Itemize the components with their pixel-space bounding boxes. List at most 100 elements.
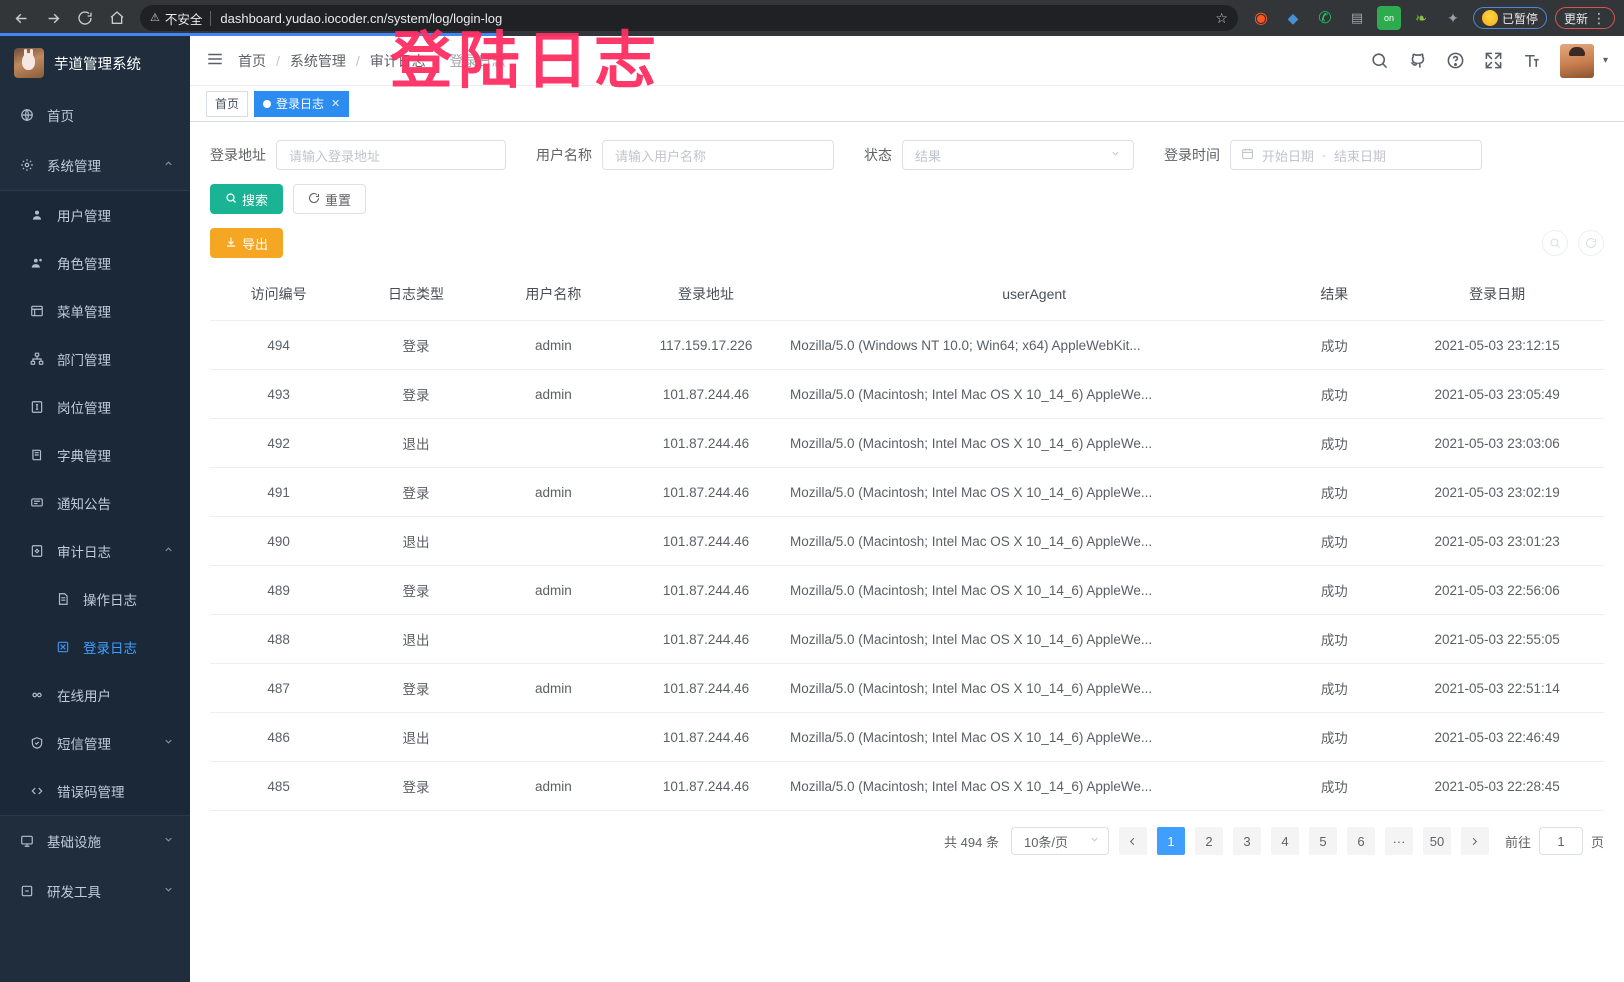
pagination-page-5[interactable]: 5 [1308, 827, 1337, 855]
reset-button[interactable]: 重置 [293, 184, 367, 214]
sidebar-item-label: 基础设施 [47, 835, 101, 850]
log-doc-icon [52, 592, 74, 606]
paused-status-pill[interactable]: 已暂停 [1472, 7, 1547, 29]
wechat-extension-icon[interactable]: ✆ [1318, 10, 1332, 27]
fullscreen-icon[interactable] [1484, 51, 1503, 70]
sidebar-item-post-management[interactable]: 岗位管理 [0, 383, 190, 431]
pagination-jump-prefix: 前往 [1504, 834, 1531, 850]
search-button[interactable]: 搜索 [210, 184, 284, 214]
tag-home[interactable]: 首页 [206, 90, 249, 117]
ongoing-extension-icon[interactable]: on [1376, 6, 1401, 30]
github-icon[interactable] [1408, 51, 1427, 70]
table-row[interactable]: 490 退出 101.87.244.46 Mozilla/5.0 (Macint… [210, 516, 1604, 566]
cell-result: 成功 [1278, 565, 1391, 615]
search-icon[interactable] [1370, 51, 1389, 70]
breadcrumb-item-system[interactable]: 系统管理 [289, 52, 346, 69]
translate-extension-icon[interactable]: ▤ [1350, 10, 1364, 25]
pagination-page-6[interactable]: 6 [1346, 827, 1375, 855]
back-arrow-icon[interactable] [6, 3, 36, 33]
pagination-jump-input[interactable]: 1 [1538, 827, 1583, 855]
cell-user: admin [484, 565, 623, 615]
username-input[interactable]: 请输入用户名称 [602, 140, 834, 170]
sidebar-item-online-users[interactable]: 在线用户 [0, 671, 190, 719]
reload-icon[interactable] [70, 3, 100, 33]
export-button[interactable]: 导出 [210, 228, 284, 258]
pagination-page-3[interactable]: 3 [1232, 827, 1261, 855]
update-label: 更新 [1563, 11, 1588, 26]
leaf-extension-icon[interactable]: ❧ [1415, 9, 1427, 26]
cell-type: 登录 [347, 320, 485, 370]
sidebar-divider [0, 815, 190, 816]
cell-id: 487 [210, 663, 348, 713]
diamond-extension-icon[interactable]: ◆ [1287, 9, 1299, 26]
sidebar-item-home[interactable]: 首页 [0, 90, 190, 140]
page-size-select[interactable]: 10条/页 [1010, 827, 1109, 855]
table-row[interactable]: 487 登录 admin 101.87.244.46 Mozilla/5.0 (… [210, 663, 1604, 713]
tools-icon [16, 884, 38, 898]
chevron-up-icon [163, 544, 174, 558]
forward-arrow-icon[interactable] [38, 3, 68, 33]
font-size-icon[interactable] [1522, 51, 1541, 70]
table-row[interactable]: 492 退出 101.87.244.46 Mozilla/5.0 (Macint… [210, 418, 1604, 468]
sidebar-item-system-management[interactable]: 系统管理 [0, 140, 190, 190]
cell-user [484, 614, 623, 664]
status-select[interactable]: 结果 [902, 140, 1134, 170]
sidebar-item-login-log[interactable]: 登录日志 [0, 623, 190, 671]
sidebar-item-label: 菜单管理 [57, 305, 111, 320]
pagination-page-50[interactable]: 50 [1422, 827, 1451, 855]
sidebar-item-dev-tools[interactable]: 研发工具 [0, 866, 190, 916]
sidebar-item-sms-management[interactable]: 短信管理 [0, 719, 190, 767]
pagination-page-4[interactable]: 4 [1270, 827, 1299, 855]
search-toggle-icon[interactable] [1542, 230, 1568, 256]
sidebar-item-department-management[interactable]: 部门管理 [0, 335, 190, 383]
sidebar-item-dictionary-management[interactable]: 字典管理 [0, 431, 190, 479]
cell-user [484, 516, 623, 566]
home-icon[interactable] [102, 3, 132, 33]
hamburger-menu-icon[interactable] [206, 50, 224, 71]
sidebar-item-error-code-management[interactable]: 错误码管理 [0, 767, 190, 815]
update-button[interactable]: 更新 ⋮ [1554, 7, 1615, 29]
table-row[interactable]: 485 登录 admin 101.87.244.46 Mozilla/5.0 (… [210, 761, 1604, 811]
table-row[interactable]: 494 登录 admin 117.159.17.226 Mozilla/5.0 … [210, 320, 1604, 370]
address-bar[interactable]: ⚠ 不安全 dashboard.yudao.iocoder.cn/system/… [140, 5, 1238, 31]
table-row[interactable]: 493 登录 admin 101.87.244.46 Mozilla/5.0 (… [210, 369, 1604, 419]
sidebar-item-notice[interactable]: 通知公告 [0, 479, 190, 527]
cell-ip: 101.87.244.46 [622, 516, 790, 566]
cell-useragent: Mozilla/5.0 (Macintosh; Intel Mac OS X 1… [789, 516, 1279, 566]
kebab-menu-icon[interactable]: ⋮ [1592, 10, 1606, 26]
chevron-down-icon [163, 884, 174, 898]
table-row[interactable]: 486 退出 101.87.244.46 Mozilla/5.0 (Macint… [210, 712, 1604, 762]
breadcrumb-item-audit-log[interactable]: 审计日志 [369, 52, 426, 69]
cell-id: 490 [210, 516, 348, 566]
table-row[interactable]: 488 退出 101.87.244.46 Mozilla/5.0 (Macint… [210, 614, 1604, 664]
cell-useragent: Mozilla/5.0 (Macintosh; Intel Mac OS X 1… [789, 663, 1279, 713]
pagination-page-2[interactable]: 2 [1194, 827, 1223, 855]
login-address-input[interactable]: 请输入登录地址 [276, 140, 506, 170]
sidebar-item-role-management[interactable]: 角色管理 [0, 239, 190, 287]
pagination-next-button[interactable] [1460, 827, 1489, 855]
sidebar-item-user-management[interactable]: 用户管理 [0, 191, 190, 239]
chevron-down-icon[interactable]: ▾ [1602, 55, 1608, 66]
puzzle-extension-icon[interactable]: ✦ [1447, 9, 1459, 26]
table-row[interactable]: 491 登录 admin 101.87.244.46 Mozilla/5.0 (… [210, 467, 1604, 517]
pagination-prev-button[interactable] [1118, 827, 1147, 855]
sidebar-item-audit-log[interactable]: 审计日志 [0, 527, 190, 575]
star-icon[interactable]: ☆ [1215, 9, 1228, 26]
sidebar-item-menu-management[interactable]: 菜单管理 [0, 287, 190, 335]
pagination-ellipsis[interactable]: ··· [1384, 827, 1413, 855]
sidebar-item-label: 部门管理 [57, 353, 111, 368]
sidebar-item-infrastructure[interactable]: 基础设施 [0, 816, 190, 866]
pagination-page-1[interactable]: 1 [1156, 827, 1185, 855]
help-icon[interactable] [1446, 51, 1465, 70]
table-row[interactable]: 489 登录 admin 101.87.244.46 Mozilla/5.0 (… [210, 565, 1604, 615]
sidebar-item-operation-log[interactable]: 操作日志 [0, 575, 190, 623]
sidebar-logo[interactable]: 芋道管理系统 [0, 36, 190, 90]
breadcrumb-item-home[interactable]: 首页 [238, 52, 266, 69]
tag-login-log[interactable]: 登录日志 ✕ [254, 90, 350, 117]
close-icon[interactable]: ✕ [331, 98, 341, 110]
opera-extension-icon[interactable]: ◉ [1253, 10, 1268, 27]
user-avatar-icon[interactable] [1559, 43, 1594, 78]
cell-ip: 101.87.244.46 [622, 565, 790, 615]
refresh-table-icon[interactable] [1578, 230, 1604, 256]
login-time-daterange[interactable]: 开始日期 - 结束日期 [1230, 140, 1482, 170]
